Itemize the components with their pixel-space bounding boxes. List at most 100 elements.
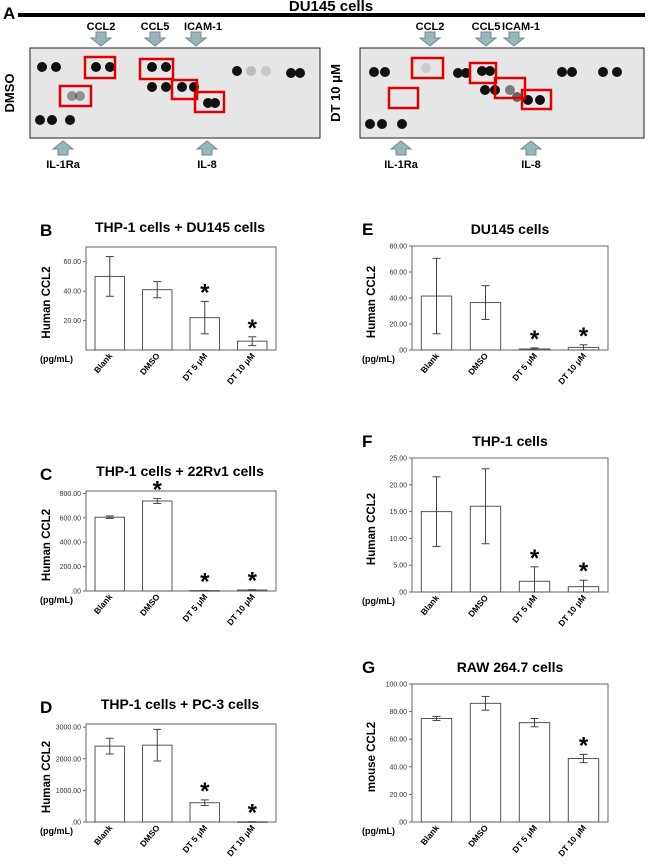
chart-title: THP-1 cells + 22Rv1 cells [96,463,264,479]
bar-dmso [469,702,502,823]
bar-dmso [142,289,173,351]
category-label: DT 5 μM [180,351,209,383]
panel-letter: E [362,220,373,239]
blot-spot [380,67,390,77]
blot-spot [453,68,463,78]
chart-f: F THP-1 cells Human CCL2 (pg/mL).00 5.00 10.0… [362,432,609,628]
y-tick-label: 600.00 [60,515,82,522]
top-arrow-icon [89,31,113,47]
significance-star: * [200,569,210,596]
chart-title: THP-1 cells [472,433,548,449]
y-tick-label: 15.00 [389,509,407,516]
bottom-arrow-icon [519,140,543,156]
panel-a-title: DU145 cells [289,0,373,15]
highlight-box [58,84,93,108]
top-label-ccl5: CCL5 [472,21,501,33]
blot-spot [535,95,545,105]
panel-letter: G [362,658,375,677]
y-tick-label: .00 [397,820,407,827]
significance-star: * [248,800,258,827]
significance-star: * [530,545,540,572]
blot-spot [105,62,115,72]
highlight-box [193,90,226,114]
chart-title: DU145 cells [471,221,550,237]
category-label: DT 5 μM [510,823,539,855]
category-label: DT 5 μM [510,593,539,625]
y-tick-label: 40.00 [389,764,407,771]
category-label: Blank [418,823,441,847]
blot-spot [505,85,515,95]
category-label: DMSO [466,593,490,619]
y-tick-label: 80.00 [389,709,407,716]
blot-spot [246,66,256,76]
blot-spot [37,62,47,72]
category-label: DT 10 μM [556,593,588,628]
top-arrow-icon [418,31,442,47]
y-axis-label: Human CCL2 [41,266,53,338]
category-label: DT 10 μM [225,351,257,386]
highlight-box [83,55,117,80]
bar-dmso [142,500,173,592]
top-label-icam-1: ICAM-1 [184,21,222,33]
category-label: DMSO [138,823,162,849]
panel-a-letter: A [3,4,15,23]
blot-spot [47,115,57,125]
blot-spot [461,68,471,78]
category-label: Blank [92,823,115,847]
chart-c: C THP-1 cells + 22Rv1 cells Human CCL2 (pg/… [40,463,277,627]
y-tick-label: .00 [71,820,81,827]
panel-letter: B [40,221,52,240]
category-label: Blank [92,351,115,375]
top-label-icam-1: ICAM-1 [502,21,540,33]
category-label: DMSO [466,351,490,377]
blot-spot [161,62,171,72]
top-arrow-icon [474,31,498,47]
highlight-box [387,86,420,110]
chart-title: THP-1 cells + DU145 cells [95,219,265,235]
category-label: DT 10 μM [556,823,588,858]
significance-star: * [530,326,540,353]
y-tick-label: 60.00 [389,270,407,277]
y-tick-label: 100.00 [386,682,408,689]
bottom-arrow-icon [389,140,413,156]
blot-spot [397,119,407,129]
panel-a-dot-blots: A DU145 cells CCL2 CCL5 ICAM-1IL-1Ra IL-8DM… [2,0,645,171]
y-tick-label: 60.00 [63,259,81,266]
blot-dmso: CCL2 CCL5 ICAM-1 IL-1Ra IL-8 DMSO [2,21,321,171]
blot-spot [147,62,157,72]
y-axis-label: mouse CCL2 [366,722,378,792]
y-tick-label: .00 [397,348,407,355]
bottom-label-il-1ra: IL-1Ra [384,159,419,171]
y-tick-label: 2000.00 [56,756,81,763]
y-tick-label: 5.00 [393,563,407,570]
bar-dt-5-m [518,722,551,823]
bar-blank [420,718,453,823]
blot-spot [51,62,61,72]
highlight-box [138,57,175,81]
blot-membrane [29,47,321,139]
y-tick-label: 20.00 [63,318,81,325]
panel-letter: D [40,698,52,717]
blot-spot [210,98,220,108]
bar-blank [94,745,125,823]
blot-spot [557,67,567,77]
blot-spot [295,68,305,78]
blot-spot [286,68,296,78]
blot-spot [377,119,387,129]
category-label: DMSO [466,823,490,849]
significance-star: * [153,477,163,504]
y-tick-label: 40.00 [389,296,407,303]
blot-dt10: CCL2 CCL5 ICAM-1 IL-1Ra IL-8 DT 10 μM [328,21,645,171]
chart-title: THP-1 cells + PC-3 cells [101,696,260,712]
top-arrow-icon [502,31,526,47]
unit-label: (pg/mL) [40,354,73,364]
blot-spot [567,67,577,77]
blot-spot [485,66,495,76]
unit-label: (pg/mL) [362,354,395,364]
category-label: DT 5 μM [510,351,539,383]
top-arrow-icon [184,31,208,47]
significance-star: * [200,279,210,306]
category-label: Blank [418,593,441,617]
blot-spot [480,85,490,95]
chart-g: G RAW 264.7 cells mouse CCL2 (pg/mL).00 20.0… [362,658,609,858]
